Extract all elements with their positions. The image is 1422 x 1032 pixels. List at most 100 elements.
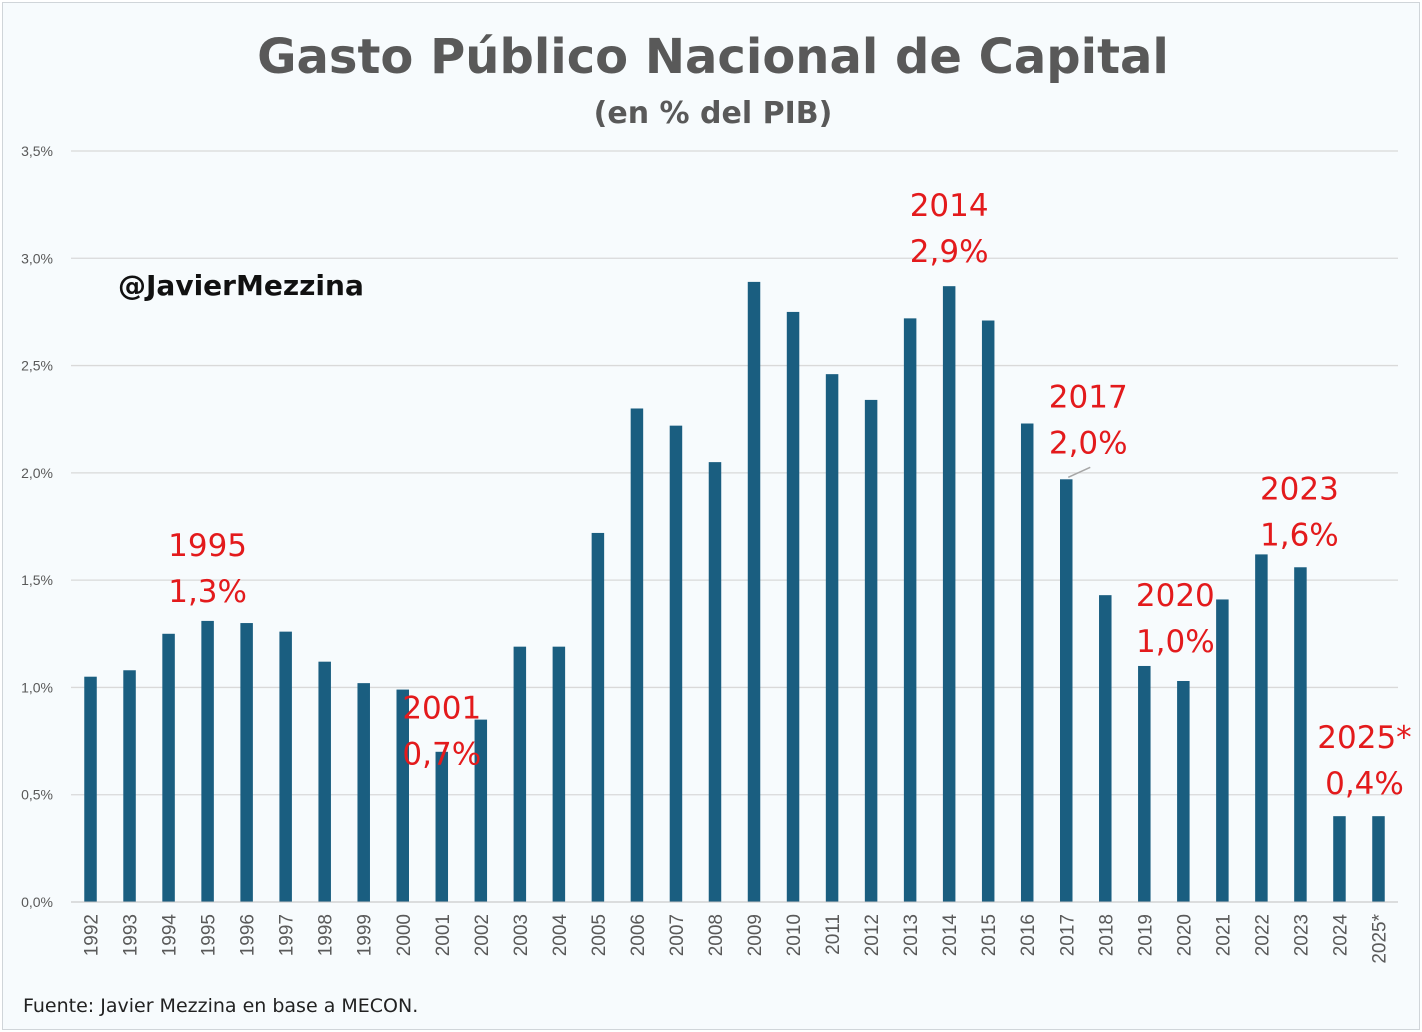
annotation-value: 2,0% bbox=[1049, 425, 1128, 461]
bar-2009 bbox=[747, 281, 761, 903]
chart-title: Gasto Público Nacional de Capital bbox=[257, 29, 1169, 85]
bar-1999 bbox=[357, 683, 370, 902]
bar-1994 bbox=[162, 633, 175, 902]
bar-2020 bbox=[1177, 680, 1190, 902]
bars bbox=[84, 281, 1385, 903]
bar-2015 bbox=[981, 320, 995, 902]
x-tick-label: 2009 bbox=[745, 914, 766, 956]
x-axis-ticks: 1992 1993 1994 1995 1996 1997 1998 1999 2000 2001… bbox=[82, 913, 1391, 963]
x-tick-label: 2004 bbox=[550, 914, 571, 957]
bar-1997 bbox=[279, 631, 292, 902]
bar-1996 bbox=[240, 623, 253, 902]
y-tick-label: 2,0% bbox=[21, 465, 53, 481]
annotation-value: 1,0% bbox=[1136, 624, 1215, 660]
annotation-year: 2001 bbox=[402, 691, 481, 727]
bar-2014 bbox=[942, 286, 956, 902]
bar-1995 bbox=[201, 620, 214, 902]
annotation-year: 2014 bbox=[910, 188, 989, 224]
bar-2019 bbox=[1138, 665, 1151, 902]
x-tick-label: 2020 bbox=[1174, 914, 1195, 956]
annotations: 1995 1,3% 2001 0,7% 2014 2,9% 2017 2,0% 2020 1,0%… bbox=[168, 188, 1412, 802]
y-tick-label: 3,5% bbox=[21, 143, 53, 159]
annotation-value: 2,9% bbox=[910, 234, 989, 270]
x-tick-label: 2011 bbox=[823, 914, 844, 955]
bar-2000 bbox=[396, 689, 409, 902]
annotation-year: 2023 bbox=[1260, 471, 1339, 507]
x-tick-label: 1993 bbox=[121, 914, 142, 956]
x-tick-label: 2005 bbox=[589, 914, 610, 956]
author-handle: @JavierMezzina bbox=[118, 269, 364, 302]
bar-2024 bbox=[1333, 816, 1346, 902]
x-tick-label: 2024 bbox=[1330, 914, 1351, 957]
bar-2006 bbox=[630, 408, 644, 902]
bar-1992 bbox=[84, 676, 97, 902]
x-tick-label: 2015 bbox=[979, 914, 1000, 956]
bar-2007 bbox=[669, 425, 683, 902]
bar-2001 bbox=[435, 751, 449, 902]
annotation-year: 2020 bbox=[1136, 578, 1215, 614]
x-tick-label: 2012 bbox=[862, 914, 883, 956]
x-tick-label: 2022 bbox=[1252, 914, 1273, 956]
bar-2021 bbox=[1216, 599, 1229, 902]
x-tick-label: 2013 bbox=[901, 914, 922, 956]
x-tick-label: 2025* bbox=[1369, 913, 1390, 963]
bar-2003 bbox=[513, 646, 527, 902]
x-tick-label: 2016 bbox=[1018, 914, 1039, 956]
x-tick-label: 1994 bbox=[160, 914, 181, 957]
x-tick-label: 2018 bbox=[1096, 914, 1117, 956]
annotation-value: 1,3% bbox=[168, 574, 247, 610]
bar-2004 bbox=[552, 646, 566, 902]
bar-2010 bbox=[786, 311, 800, 902]
annotation-leader-line bbox=[1067, 466, 1091, 478]
x-tick-label: 2002 bbox=[472, 914, 493, 956]
x-tick-label: 2008 bbox=[706, 914, 727, 956]
x-tick-label: 2000 bbox=[394, 914, 415, 956]
y-tick-label: 1,5% bbox=[21, 572, 53, 588]
bar-2023 bbox=[1294, 567, 1307, 902]
annotation-year: 1995 bbox=[168, 528, 247, 564]
x-tick-label: 1998 bbox=[316, 914, 337, 956]
x-tick-label: 2010 bbox=[784, 914, 805, 956]
x-tick-label: 2021 bbox=[1213, 914, 1234, 956]
grid-lines bbox=[71, 150, 1398, 796]
bar-chart: Gasto Público Nacional de Capital (en % … bbox=[21, 29, 1412, 1017]
bar-1993 bbox=[123, 670, 136, 902]
x-tick-label: 1999 bbox=[355, 914, 376, 956]
y-tick-label: 1,0% bbox=[21, 679, 53, 695]
chart-subtitle: (en % del PIB) bbox=[594, 96, 833, 131]
bar-2018 bbox=[1099, 595, 1112, 902]
x-tick-label: 2001 bbox=[433, 914, 454, 956]
x-tick-label: 1992 bbox=[82, 914, 103, 956]
y-tick-label: 3,0% bbox=[21, 250, 53, 266]
annotation-value: 0,4% bbox=[1325, 766, 1404, 802]
bar-2022 bbox=[1255, 554, 1268, 902]
x-tick-label: 2019 bbox=[1135, 914, 1156, 956]
x-tick-label: 2007 bbox=[667, 914, 688, 956]
x-tick-label: 2006 bbox=[628, 914, 649, 956]
annotation-year: 2025* bbox=[1317, 720, 1411, 756]
x-tick-label: 2003 bbox=[511, 914, 532, 956]
bar-2011 bbox=[825, 374, 839, 902]
x-tick-label: 1996 bbox=[238, 914, 259, 956]
bar-1998 bbox=[318, 661, 331, 902]
annotation-value: 1,6% bbox=[1260, 517, 1339, 553]
bar-2008 bbox=[708, 462, 722, 902]
x-tick-label: 2017 bbox=[1057, 914, 1078, 956]
x-tick-label: 2014 bbox=[940, 914, 961, 957]
annotation-year: 2017 bbox=[1049, 379, 1128, 415]
source-note: Fuente: Javier Mezzina en base a MECON. bbox=[23, 995, 418, 1017]
y-tick-label: 0,5% bbox=[21, 787, 53, 803]
y-tick-label: 2,5% bbox=[21, 358, 53, 374]
bar-2025* bbox=[1372, 816, 1385, 902]
annotation-value: 0,7% bbox=[402, 737, 481, 773]
bar-2005 bbox=[591, 532, 605, 902]
bar-2017 bbox=[1060, 479, 1073, 902]
bar-2016 bbox=[1020, 423, 1034, 902]
y-tick-label: 0,0% bbox=[21, 894, 53, 910]
x-tick-label: 2023 bbox=[1291, 914, 1312, 956]
y-axis-ticks: 0,0% 0,5% 1,0% 1,5% 2,0% 2,5% 3,0% 3,5% bbox=[21, 143, 53, 910]
x-tick-label: 1995 bbox=[199, 914, 220, 956]
bar-2013 bbox=[903, 318, 917, 902]
bar-2002 bbox=[474, 719, 488, 902]
